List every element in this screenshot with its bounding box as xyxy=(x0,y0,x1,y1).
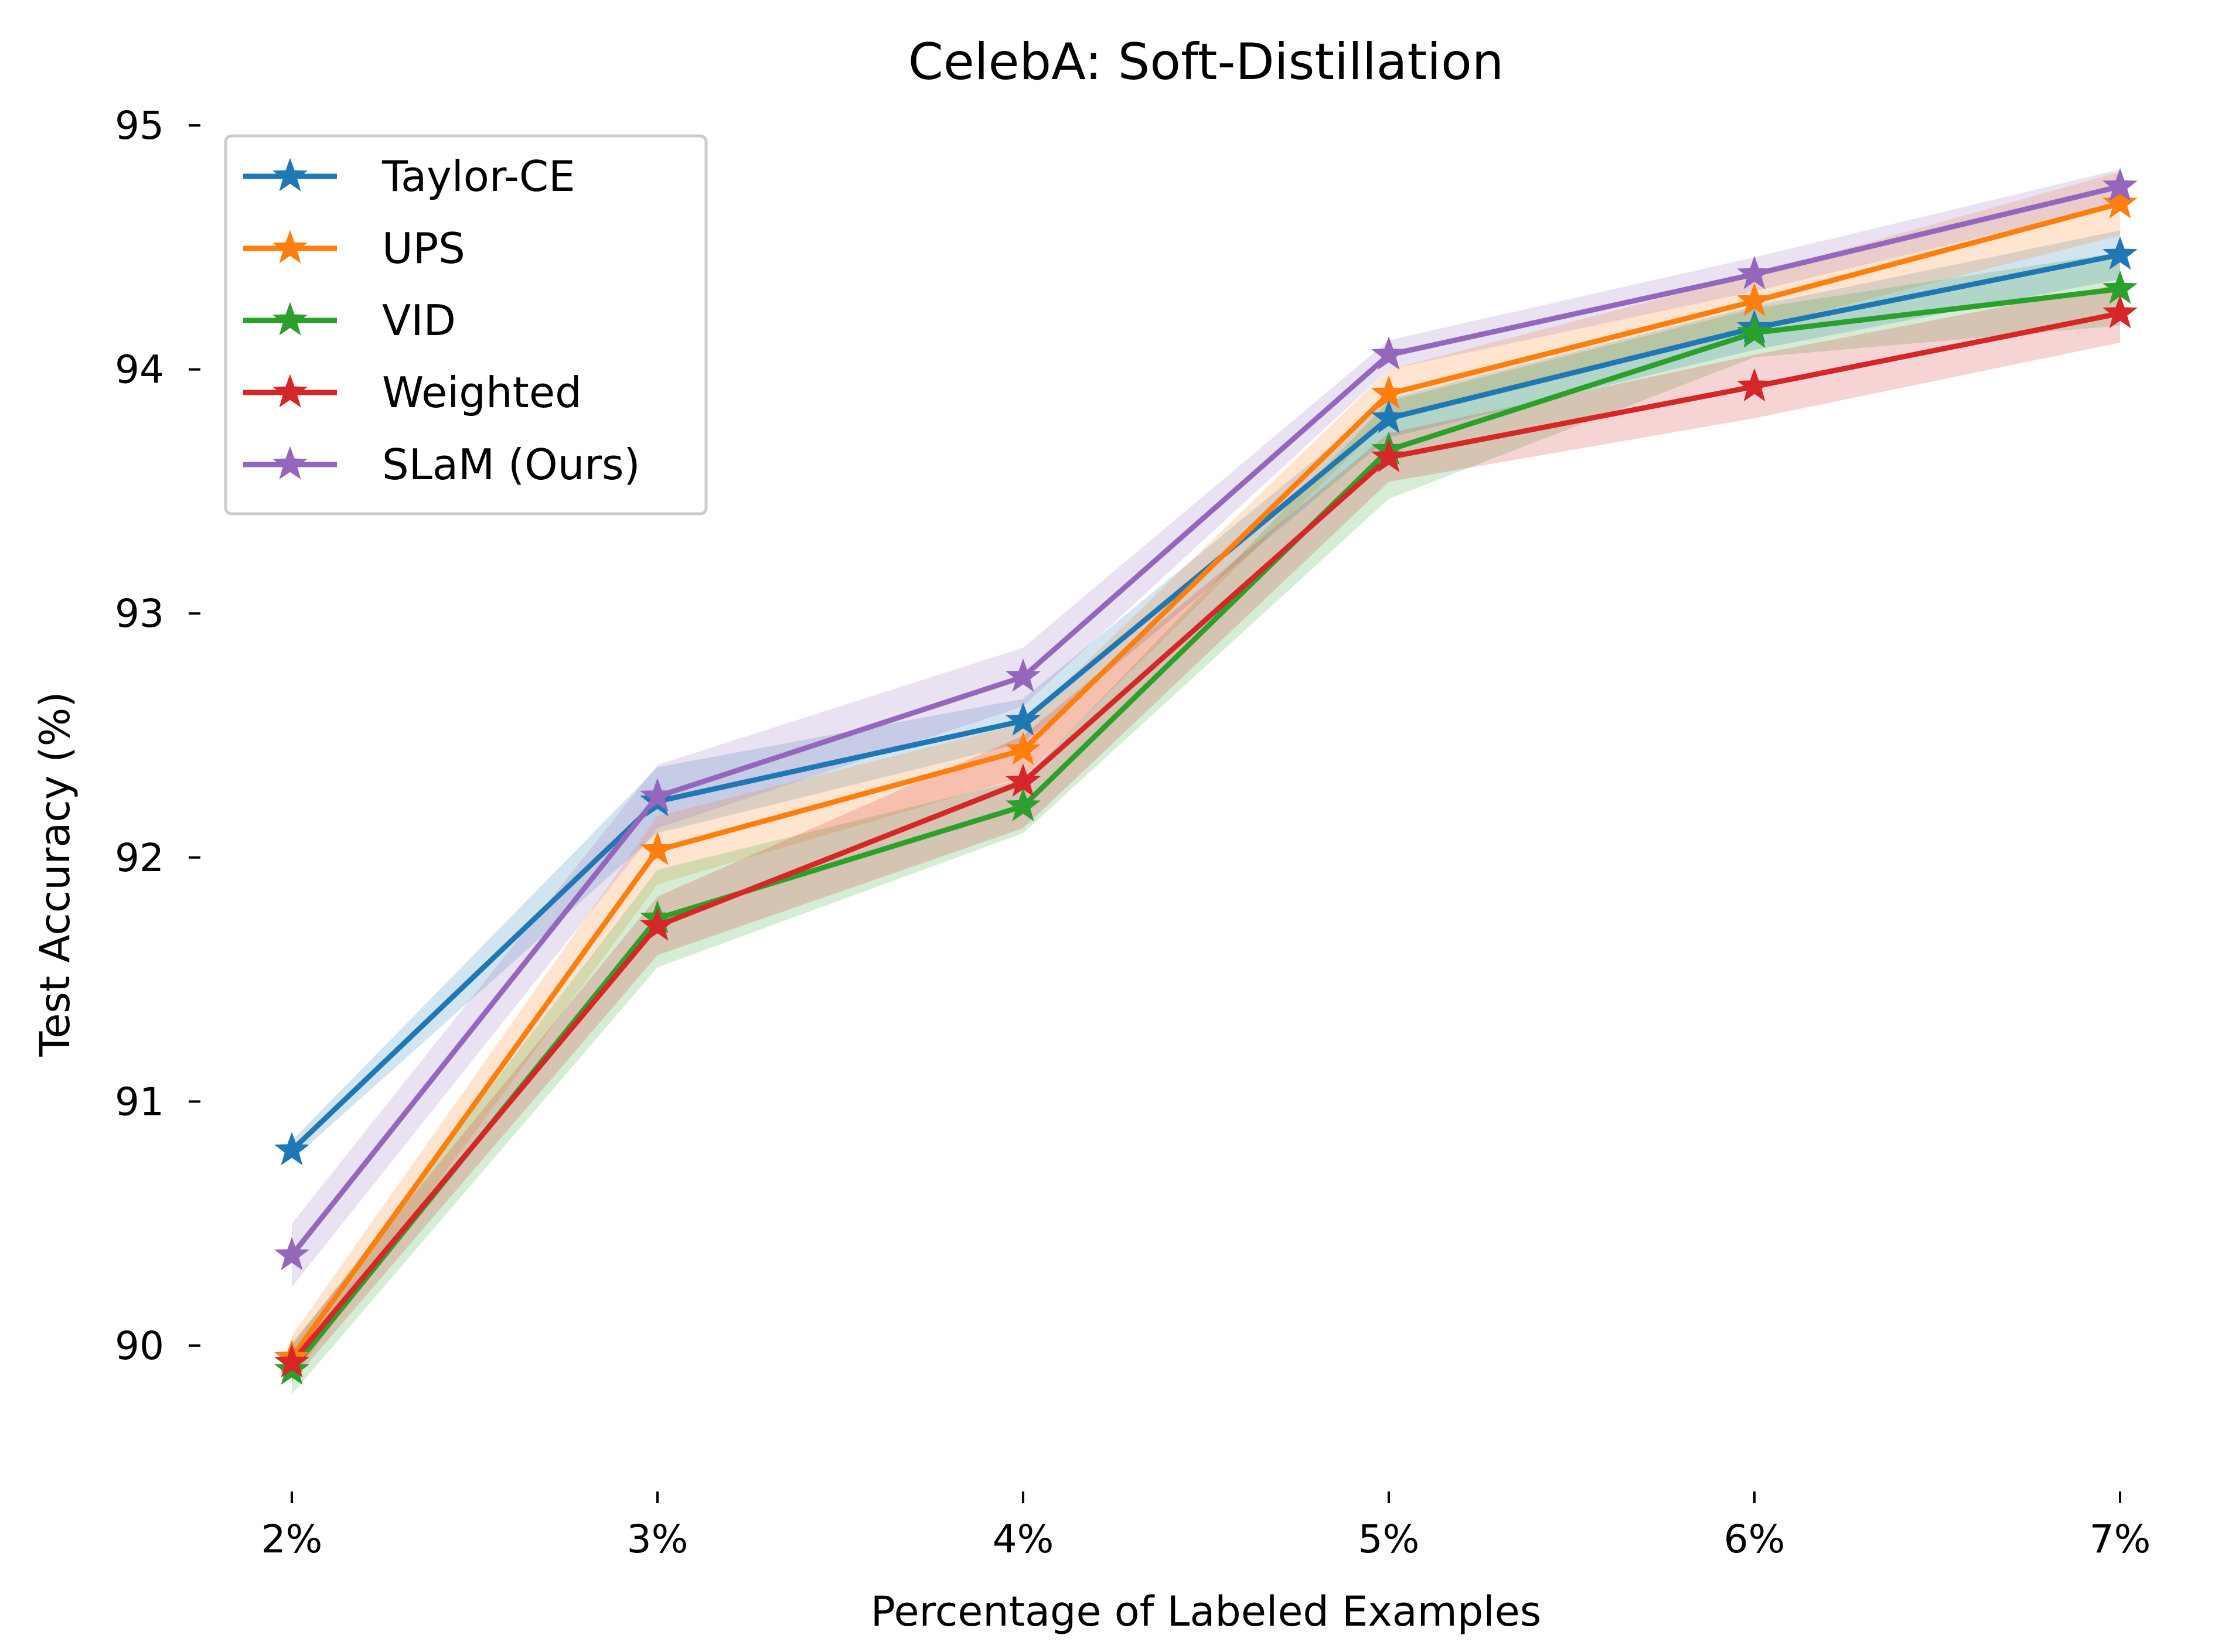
point-vid xyxy=(1006,787,1041,821)
line-slam-ours xyxy=(289,183,2121,1257)
point-ups xyxy=(2102,185,2138,219)
x-tick-label: 7% xyxy=(2090,1517,2151,1562)
point-weighted xyxy=(1737,368,1772,402)
y-tick-label: 92 xyxy=(115,835,164,880)
point-ups xyxy=(640,831,675,865)
x-tick-label: 4% xyxy=(993,1517,1054,1562)
legend-label-vid: VID xyxy=(382,296,456,345)
legend-label-ups: UPS xyxy=(382,224,465,273)
series-lines xyxy=(289,183,2121,1372)
x-tick-label: 5% xyxy=(1358,1517,1420,1562)
legend-marker-slam-ours xyxy=(272,446,308,480)
legend-marker-vid xyxy=(272,302,308,336)
y-axis-label: Test Accuracy (%) xyxy=(31,691,79,1057)
chart-title: CelebA: Soft-Distillation xyxy=(908,33,1504,91)
point-ups xyxy=(1737,282,1772,316)
y-axis: 90 91 92 93 94 95 xyxy=(115,103,200,1368)
point-slam-ours xyxy=(640,778,675,812)
point-weighted xyxy=(1371,439,1406,473)
legend-marker-ups xyxy=(272,230,308,264)
y-tick-label: 94 xyxy=(115,347,164,392)
line-ups xyxy=(289,201,2121,1360)
y-tick-label: 90 xyxy=(115,1323,164,1368)
point-slam-ours xyxy=(2102,168,2138,202)
legend-label-slam-ours: SLaM (Ours) xyxy=(382,440,640,489)
legend-marker-taylor-ce xyxy=(272,158,308,192)
x-tick-label: 6% xyxy=(1724,1517,1785,1562)
legend-marker-weighted xyxy=(272,374,308,408)
point-taylor-ce xyxy=(274,1132,309,1166)
legend-label-taylor-ce: Taylor-CE xyxy=(381,152,575,201)
point-taylor-ce xyxy=(2102,236,2138,270)
point-weighted xyxy=(274,1344,309,1378)
legend-label-weighted: Weighted xyxy=(382,368,582,417)
point-taylor-ce xyxy=(1371,400,1406,434)
x-axis: 2% 3% 4% 5% 6% 7% xyxy=(261,1491,2151,1562)
y-tick-label: 95 xyxy=(115,103,164,148)
line-weighted xyxy=(289,310,2121,1364)
series-markers xyxy=(274,168,2138,1385)
point-weighted xyxy=(640,907,675,941)
point-ups xyxy=(1006,732,1041,765)
legend: Taylor-CE UPS VID Weighted SLaM (Ours) xyxy=(224,134,708,516)
point-slam-ours xyxy=(1006,658,1041,692)
point-slam-ours xyxy=(274,1237,309,1271)
point-ups xyxy=(1371,375,1406,409)
y-tick-label: 93 xyxy=(115,591,164,636)
legend-frame xyxy=(224,134,708,516)
point-weighted xyxy=(2102,295,2138,329)
x-axis-label: Percentage of Labeled Examples xyxy=(871,1588,1542,1636)
point-slam-ours xyxy=(1737,255,1772,289)
point-weighted xyxy=(1006,763,1041,797)
x-tick-label: 3% xyxy=(627,1517,689,1562)
point-slam-ours xyxy=(1371,336,1406,370)
x-tick-label: 2% xyxy=(261,1517,323,1562)
point-taylor-ce xyxy=(1006,702,1041,736)
line-vid xyxy=(289,286,2121,1372)
y-tick-label: 91 xyxy=(115,1079,164,1124)
point-vid xyxy=(1737,314,1772,348)
